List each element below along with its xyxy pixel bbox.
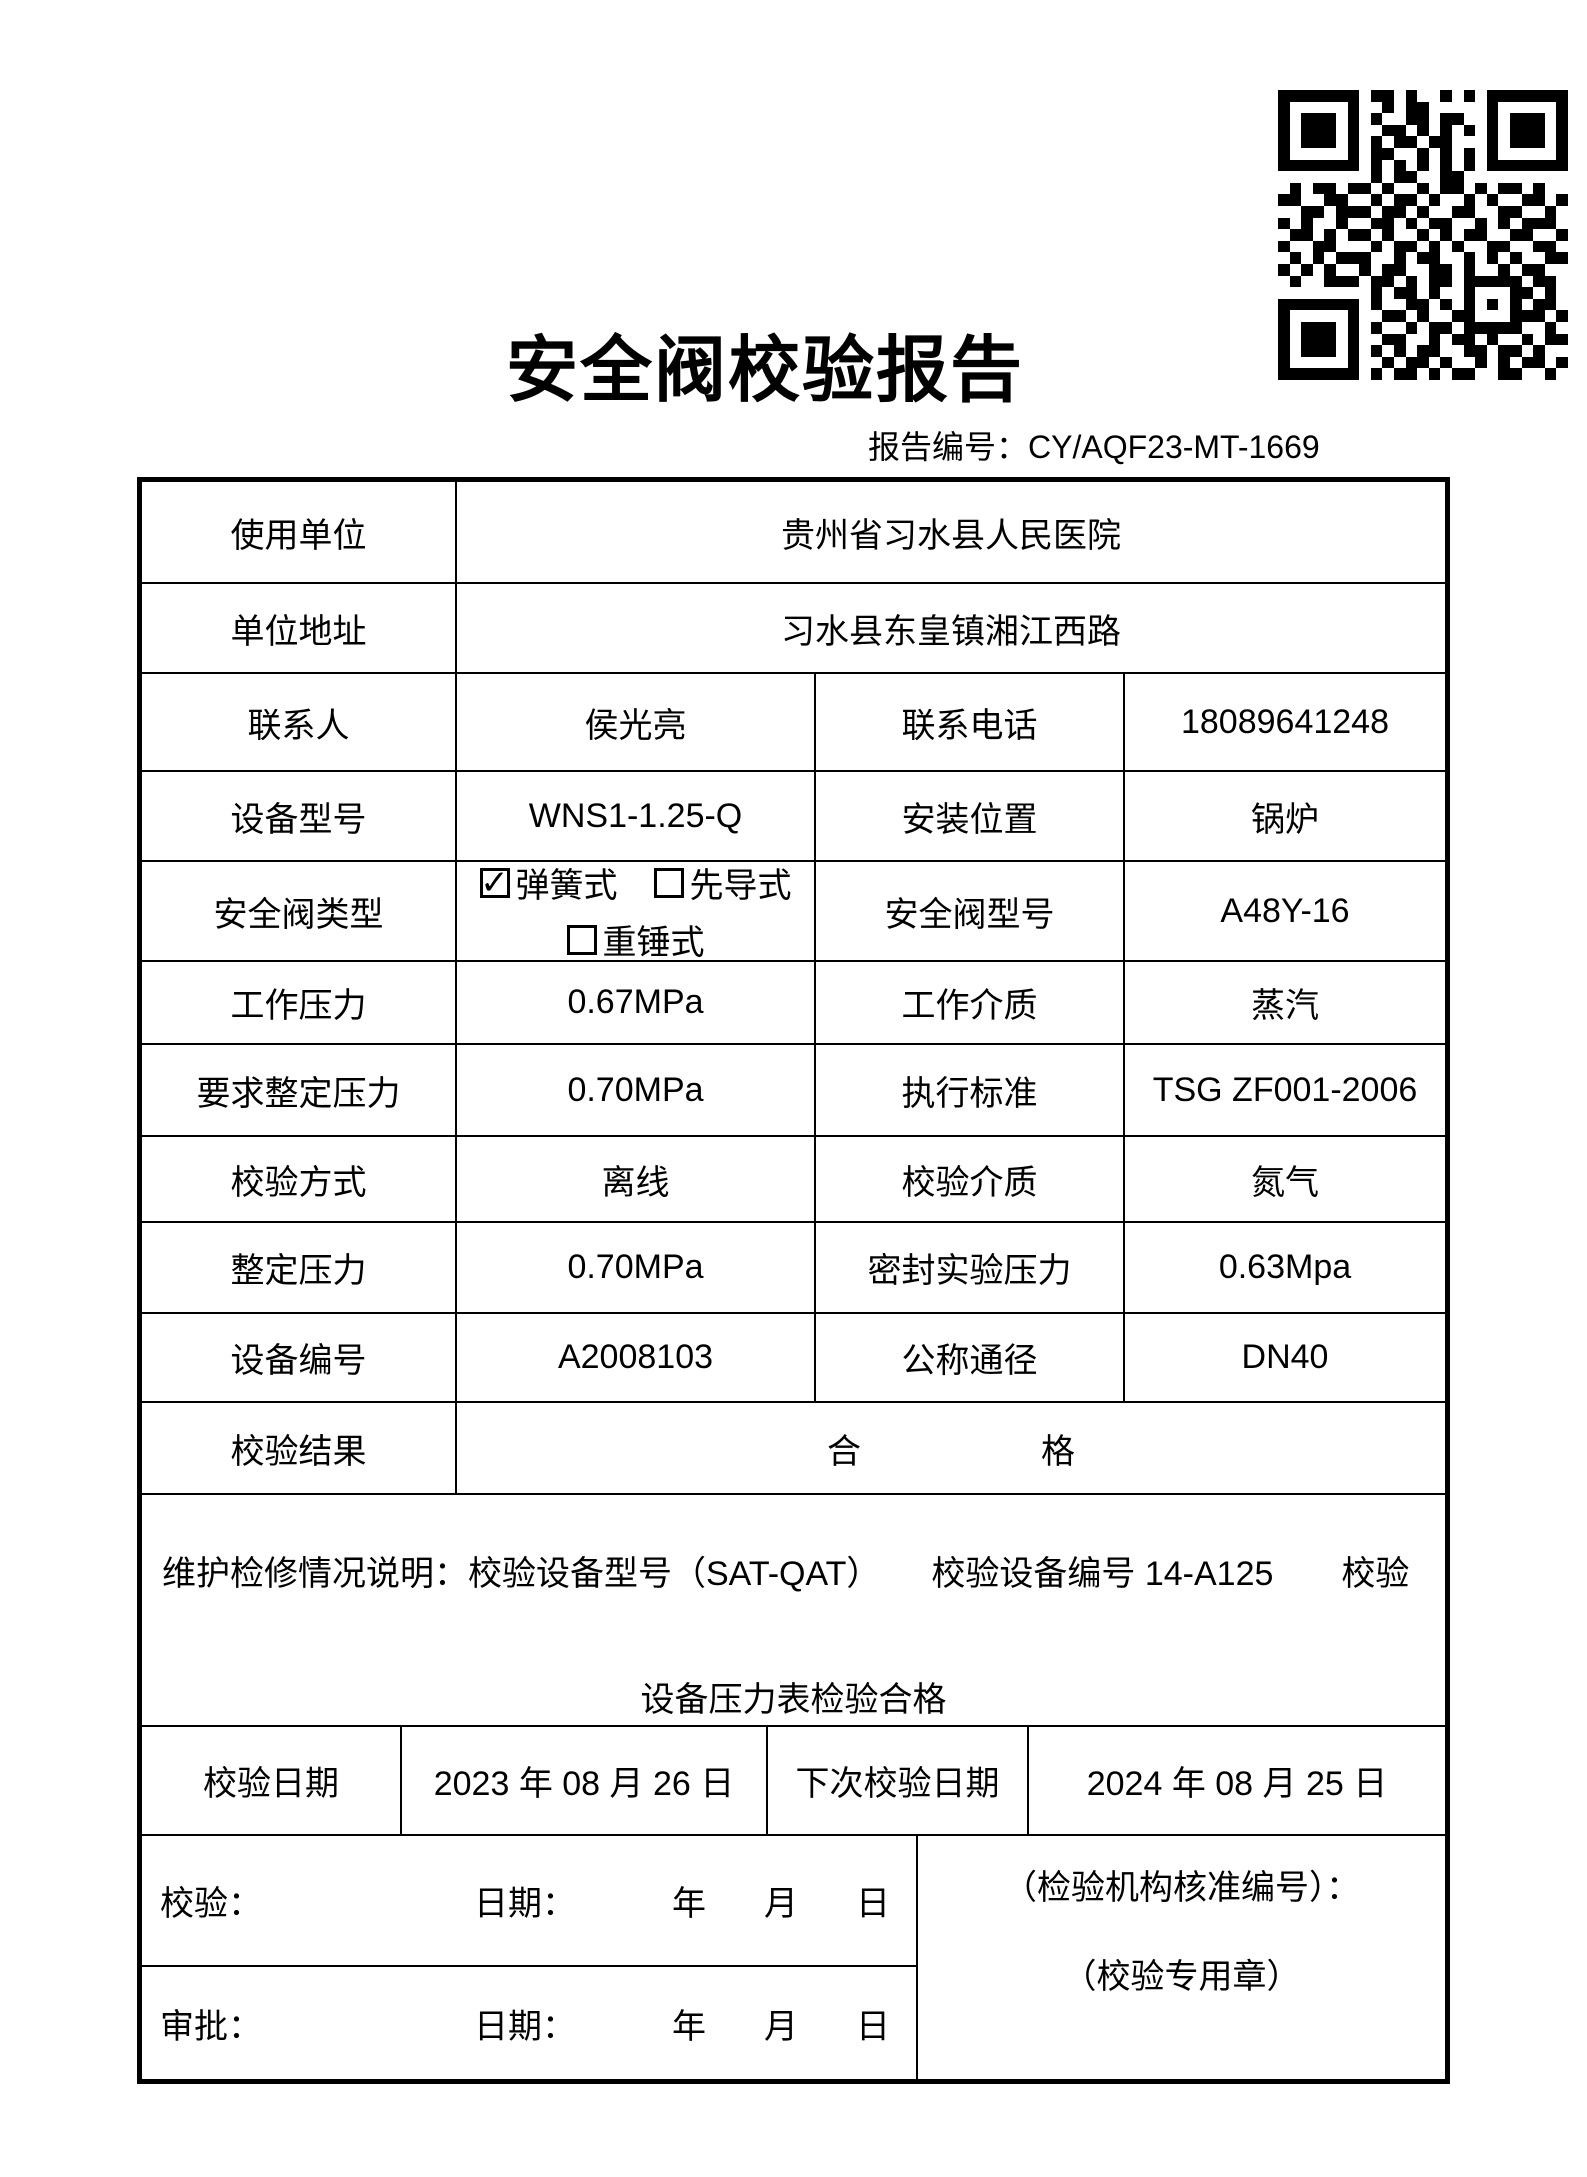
standard-label: 执行标准 [814,1045,1123,1135]
result-value-left: 合 [827,1432,861,1471]
approver-ymd-placeholder: 年 月 日 [672,2007,902,2046]
valve-type-option-weight: 重锤式 [566,915,705,960]
nominal-diameter-value: DN40 [1123,1314,1445,1401]
report-number: 报告编号：CY/AQF23-MT-1669 [868,427,1320,467]
valve-type-option-spring-label: 弹簧式 [515,867,618,905]
result-label: 校验结果 [230,1432,367,1471]
org-stamp-label: （校验专用章） [1062,1958,1301,1996]
table-row: 使用单位 贵州省习水县人民医院 [142,482,1445,582]
valve-model-value: A48Y-16 [1123,862,1445,960]
calibration-date-label: 校验日期 [203,1765,339,1803]
next-calibration-date-label: 下次校验日期 [766,1727,1027,1834]
table-row: 安全阀类型 ✓ 弹簧式 先导式 重锤式 安全阀型号 A48Y-16 [142,860,1445,960]
unit-address-label: 单位地址 [230,612,367,651]
set-pressure-label: 整定压力 [230,1252,367,1290]
page-title: 安全阀校验报告 [505,331,1024,411]
verifier-sign-label: 校验： [160,1885,262,1923]
table-row: 联系人 侯光亮 联系电话 18089641248 [142,672,1445,770]
org-stamp-cell: （检验机构核准编号）： （校验专用章） [916,1836,1445,2079]
maintenance-note-line1: 维护检修情况说明：校验设备型号（SAT-QAT） 校验设备编号 14-A125 … [162,1554,1410,1593]
working-pressure-value: 0.67MPa [455,962,814,1043]
maintenance-note-line2: 设备压力表检验合格 [640,1680,947,1719]
valve-type-option-weight-label: 重锤式 [602,924,705,960]
table-row: 整定压力 0.70MPa 密封实验压力 0.63Mpa [142,1221,1445,1312]
equipment-model-value: WNS1-1.25-Q [455,772,814,860]
verifier-ymd-placeholder: 年 月 日 [672,1885,902,1923]
approver-date-label: 日期： [474,2007,576,2046]
seal-test-pressure-value: 0.63Mpa [1123,1223,1445,1312]
standard-value: TSG ZF001-2006 [1123,1045,1445,1135]
result-value: 合 格 [455,1403,1445,1493]
calibration-medium-label: 校验介质 [814,1137,1123,1221]
calibration-report-table: 使用单位 贵州省习水县人民医院 单位地址 习水县东皇镇湘江西路 联系人 侯光亮 … [137,477,1450,2084]
contact-phone-label: 联系电话 [814,674,1123,770]
org-approval-no-label: （检验机构核准编号）： [1003,1869,1360,1907]
table-row: 设备型号 WNS1-1.25-Q 安装位置 锅炉 [142,770,1445,860]
table-row: 校验方式 离线 校验介质 氮气 [142,1135,1445,1221]
working-pressure-label: 工作压力 [230,987,367,1025]
checkbox-spring-checked-icon: ✓ [479,863,510,902]
equipment-no-value: A2008103 [455,1314,814,1401]
result-value-right: 格 [1041,1432,1075,1471]
nominal-diameter-label: 公称通径 [814,1314,1123,1401]
table-row: 要求整定压力 0.70MPa 执行标准 TSG ZF001-2006 [142,1043,1445,1135]
valve-type-option-pilot-label: 先导式 [689,867,792,905]
use-unit-label: 使用单位 [230,516,367,555]
calibration-method-value: 离线 [455,1137,814,1221]
contact-person-value: 侯光亮 [455,674,814,770]
working-medium-label: 工作介质 [814,962,1123,1043]
valve-type-option-pilot: 先导式 [653,862,792,907]
approver-sign-label: 审批： [160,2007,262,2046]
table-row: 校验结果 合 格 [142,1401,1445,1493]
approver-sign-row: 审批： 日期： 年 月 日 [142,1965,916,2079]
seal-test-pressure-label: 密封实验压力 [814,1223,1123,1312]
install-position-value: 锅炉 [1123,772,1445,860]
calibration-method-label: 校验方式 [230,1163,367,1202]
contact-person-label: 联系人 [247,706,350,745]
table-row: 单位地址 习水县东皇镇湘江西路 [142,582,1445,672]
equipment-model-label: 设备型号 [230,800,367,839]
valve-type-options: ✓ 弹簧式 先导式 重锤式 [455,862,814,960]
signature-block: 校验： 日期： 年 月 日 （检验机构核准编号）： （校验专用章） 审批： 日期… [142,1834,1445,2079]
maintenance-note: 维护检修情况说明：校验设备型号（SAT-QAT） 校验设备编号 14-A125 … [142,1495,1445,1725]
working-medium-value: 蒸汽 [1123,962,1445,1043]
valve-model-label: 安全阀型号 [814,862,1123,960]
verifier-sign-row: 校验： 日期： 年 月 日 [142,1836,916,1965]
use-unit-value: 贵州省习水县人民医院 [455,482,1445,582]
install-position-label: 安装位置 [814,772,1123,860]
next-calibration-date-value: 2024 年 08 月 25 日 [1027,1727,1445,1834]
report-number-value: CY/AQF23-MT-1669 [1028,429,1320,465]
table-row: 校验日期 2023 年 08 月 26 日 下次校验日期 2024 年 08 月… [142,1725,1445,1834]
table-row: 设备编号 A2008103 公称通径 DN40 [142,1312,1445,1401]
equipment-no-label: 设备编号 [230,1342,367,1380]
verifier-date-label: 日期： [474,1885,576,1923]
table-row: 维护检修情况说明：校验设备型号（SAT-QAT） 校验设备编号 14-A125 … [142,1493,1445,1725]
set-pressure-value: 0.70MPa [455,1223,814,1312]
required-set-pressure-label: 要求整定压力 [196,1074,401,1113]
table-row: 工作压力 0.67MPa 工作介质 蒸汽 [142,960,1445,1043]
valve-type-option-spring: ✓ 弹簧式 [479,862,618,907]
calibration-date-value: 2023 年 08 月 26 日 [400,1727,766,1834]
valve-type-label: 安全阀类型 [213,895,384,934]
required-set-pressure-value: 0.70MPa [455,1045,814,1135]
contact-phone-value: 18089641248 [1123,674,1445,770]
qr-code [1278,90,1568,380]
checkbox-weight-icon [566,924,597,955]
report-number-label: 报告编号： [868,429,1029,465]
calibration-medium-value: 氮气 [1123,1137,1445,1221]
unit-address-value: 习水县东皇镇湘江西路 [455,584,1445,672]
checkbox-pilot-icon [653,867,684,898]
